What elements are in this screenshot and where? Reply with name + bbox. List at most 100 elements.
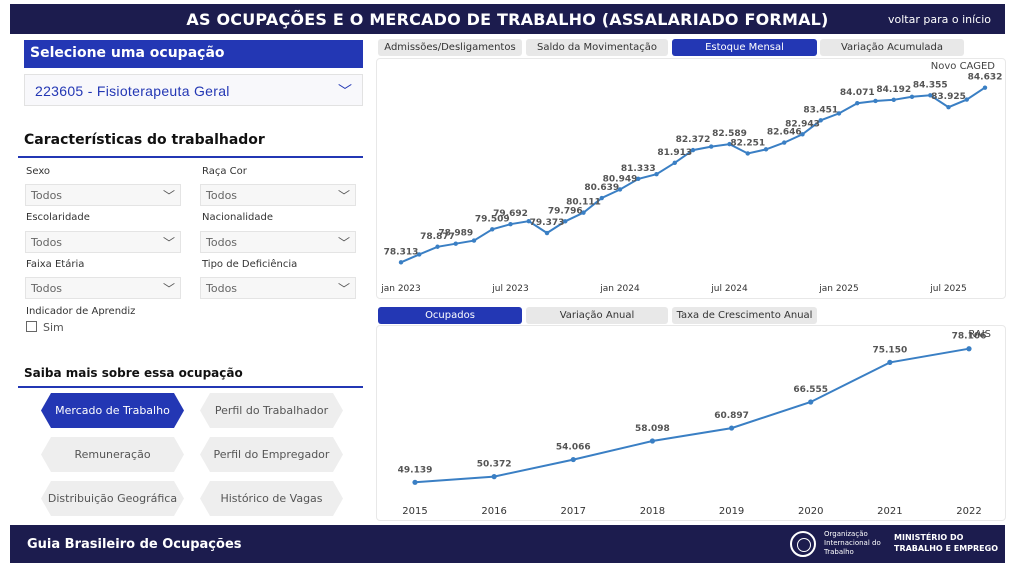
tab-admissoes[interactable]: Admissões/Desligamentos xyxy=(378,39,522,56)
data-point xyxy=(526,219,531,224)
chevron-down-icon: ﹀ xyxy=(337,282,350,296)
data-label: 78.877 xyxy=(420,232,455,242)
chevron-down-icon: ﹀ xyxy=(162,282,175,296)
data-label: 79.509 xyxy=(475,214,510,224)
data-point xyxy=(928,93,933,98)
monthly-stock-chart: 78.313 78.877 78.989 79.509 79.692 79.373 79.7… xyxy=(376,58,1006,299)
distribuicao-geografica-button[interactable]: Distribuição Geográfica xyxy=(41,481,184,516)
data-label: 75.150 xyxy=(872,345,907,355)
data-label: 82.589 xyxy=(712,129,747,139)
tab-estoque-mensal[interactable]: Estoque Mensal xyxy=(672,39,817,56)
worker-section-divider xyxy=(18,156,363,158)
ministry-line-2: TRABALHO E EMPREGO xyxy=(894,544,999,553)
data-point xyxy=(909,94,915,100)
tab-variacao-acumulada[interactable]: Variação Acumulada xyxy=(820,39,964,56)
data-point xyxy=(690,147,696,153)
filter-escolaridade-dropdown[interactable]: Todos ﹀ xyxy=(25,231,181,253)
data-point xyxy=(887,359,893,365)
data-label: 78.106 xyxy=(952,332,987,342)
data-label: 82.646 xyxy=(767,128,802,138)
worker-section-title: Características do trabalhador xyxy=(24,132,265,148)
tab-ocupados[interactable]: Ocupados xyxy=(378,307,522,324)
data-label: 81.333 xyxy=(621,164,656,174)
apprentice-option-label: Sim xyxy=(43,321,64,334)
data-point xyxy=(763,147,769,152)
data-point xyxy=(599,195,604,201)
data-label: 50.372 xyxy=(477,460,512,470)
filter-label-nacionalidade: Nacionalidade xyxy=(202,212,274,223)
x-tick-label: jan 2023 xyxy=(380,284,421,294)
data-label: 81.913 xyxy=(657,148,692,158)
remuneracao-button[interactable]: Remuneração xyxy=(41,437,184,472)
data-point xyxy=(398,260,404,265)
filter-value: Todos xyxy=(206,282,238,295)
occupation-header: Selecione uma ocupação xyxy=(24,40,363,68)
data-label: 80.639 xyxy=(584,183,619,193)
ministry-name: MINISTÉRIO DO TRABALHO E EMPREGO xyxy=(894,532,998,554)
filter-label-escolaridade: Escolaridade xyxy=(26,212,90,223)
x-tick-label: 2020 xyxy=(798,506,823,517)
data-label: 83.451 xyxy=(803,105,838,115)
filter-deficiencia-dropdown[interactable]: Todos ﹀ xyxy=(200,277,356,299)
filter-faixa-dropdown[interactable]: Todos ﹀ xyxy=(25,277,181,299)
x-tick-label: 2021 xyxy=(877,506,902,517)
x-tick-label: jul 2024 xyxy=(710,284,748,294)
rais-source-tag: RAIS xyxy=(968,329,991,340)
data-point xyxy=(490,227,495,232)
data-label: 84.192 xyxy=(876,85,911,95)
chevron-down-icon: ﹀ xyxy=(338,84,352,100)
data-label: 78.989 xyxy=(438,229,473,239)
filter-value: Todos xyxy=(206,189,238,202)
data-point xyxy=(891,97,896,103)
data-point xyxy=(782,140,787,145)
data-point xyxy=(873,98,878,104)
data-point xyxy=(800,132,805,137)
data-point xyxy=(412,479,418,485)
oit-text: Organização Internacional do Trabalho xyxy=(824,530,881,556)
data-label: 60.897 xyxy=(714,411,749,421)
filter-value: Todos xyxy=(31,282,63,295)
data-point xyxy=(818,118,823,123)
filter-nacionalidade-dropdown[interactable]: Todos ﹀ xyxy=(200,231,356,253)
data-point xyxy=(471,238,477,243)
data-point xyxy=(570,456,576,463)
series-line xyxy=(414,347,970,484)
data-label: 66.555 xyxy=(793,385,828,395)
perfil-trabalhador-button[interactable]: Perfil do Trabalhador xyxy=(200,393,343,428)
data-point xyxy=(636,176,641,182)
data-point xyxy=(727,141,732,147)
filter-value: Todos xyxy=(206,236,238,249)
filter-label-deficiencia: Tipo de Deficiência xyxy=(202,259,298,270)
data-point xyxy=(855,100,860,106)
occupation-value: 223605 - Fisioterapeuta Geral xyxy=(35,83,230,99)
data-label: 79.373 xyxy=(530,218,565,228)
mercado-trabalho-button[interactable]: Mercado de Trabalho xyxy=(41,393,184,428)
data-point xyxy=(654,172,659,177)
apprentice-checkbox[interactable] xyxy=(26,321,37,332)
data-point xyxy=(508,222,513,227)
x-tick-label: 2017 xyxy=(561,506,586,517)
tab-taxa-crescimento[interactable]: Taxa de Crescimento Anual xyxy=(672,307,817,324)
home-link[interactable]: voltar para o início xyxy=(888,13,991,26)
data-point xyxy=(491,474,497,480)
oit-logo-icon xyxy=(790,531,816,557)
data-point xyxy=(745,151,750,156)
page-title: AS OCUPAÇÕES E O MERCADO DE TRABALHO (AS… xyxy=(186,10,829,29)
data-point xyxy=(672,160,677,166)
x-tick-label: 2018 xyxy=(640,506,665,517)
data-point xyxy=(982,85,988,90)
filter-raca-dropdown[interactable]: Todos ﹀ xyxy=(200,184,356,206)
occupation-dropdown[interactable]: 223605 - Fisioterapeuta Geral ﹀ xyxy=(24,74,363,106)
x-tick-label: 2016 xyxy=(481,506,506,517)
filter-label-faixa: Faixa Etária xyxy=(26,259,85,270)
data-label: 82.251 xyxy=(730,138,765,148)
perfil-empregador-button[interactable]: Perfil do Empregador xyxy=(200,437,343,472)
historico-vagas-button[interactable]: Histórico de Vagas xyxy=(200,481,343,516)
more-section-title: Saiba mais sobre essa ocupação xyxy=(24,366,243,380)
tab-saldo[interactable]: Saldo da Movimentação xyxy=(526,39,668,56)
tab-variacao-anual[interactable]: Variação Anual xyxy=(526,307,668,324)
data-label: 82.943 xyxy=(785,119,820,129)
filter-sexo-dropdown[interactable]: Todos ﹀ xyxy=(25,184,181,206)
data-label: 58.098 xyxy=(635,424,670,434)
